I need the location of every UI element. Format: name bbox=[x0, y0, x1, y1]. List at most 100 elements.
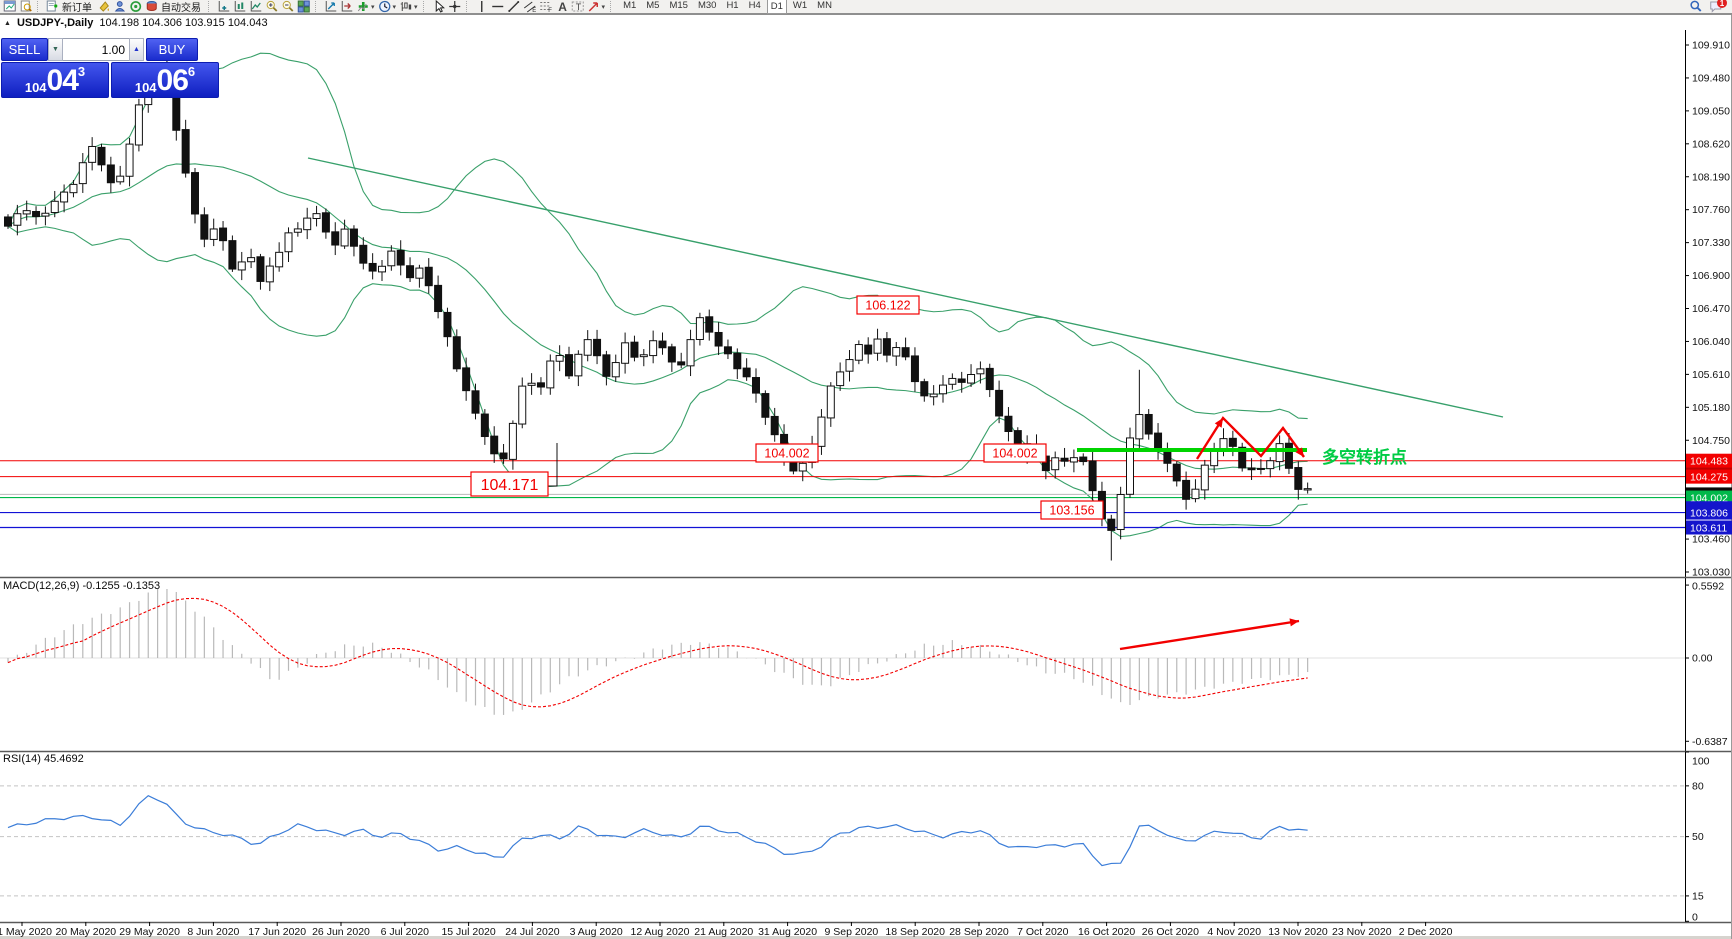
search-icon[interactable] bbox=[1688, 0, 1704, 13]
notifications-icon[interactable]: 1 bbox=[1708, 0, 1727, 13]
svg-text:109.910: 109.910 bbox=[1692, 40, 1730, 52]
dropdown-arrow-icon[interactable]: ▾ bbox=[371, 3, 375, 11]
horizontal-line-tool-icon[interactable] bbox=[490, 0, 506, 13]
price-axis: 109.910 109.480 109.050 108.620 108.190 107.7… bbox=[1685, 40, 1730, 579]
annotation-box[interactable]: 106.122 bbox=[856, 295, 920, 315]
data-window-icon[interactable] bbox=[112, 0, 128, 13]
text-tool-icon[interactable]: A bbox=[554, 0, 570, 13]
vertical-line-tool-icon[interactable] bbox=[474, 0, 490, 13]
chart-candle-mode-icon[interactable] bbox=[232, 0, 248, 13]
svg-text:103.611: 103.611 bbox=[1690, 522, 1727, 534]
svg-text:-0.6387: -0.6387 bbox=[1692, 736, 1728, 748]
bid-price[interactable]: 104 04 3 bbox=[1, 62, 109, 98]
macd-axis: 0.5592 0.00 -0.6387 bbox=[1685, 581, 1728, 748]
chart-line-mode-icon[interactable] bbox=[248, 0, 264, 13]
timeframe-button-m15[interactable]: M15 bbox=[669, 0, 688, 11]
volume-increase-button[interactable]: ▲ bbox=[129, 38, 144, 61]
dropdown-arrow-icon[interactable]: ▾ bbox=[414, 3, 418, 11]
sell-button[interactable]: SELL bbox=[1, 38, 48, 61]
chart-bar-mode-icon[interactable] bbox=[216, 0, 232, 13]
volume-decrease-button[interactable]: ▼ bbox=[48, 38, 63, 61]
timeframe-button-h4[interactable]: H4 bbox=[748, 0, 761, 11]
ask-pip: 6 bbox=[187, 64, 196, 79]
new-order-label[interactable]: 新订单 bbox=[62, 3, 92, 14]
toolbar-separator bbox=[610, 1, 615, 12]
toolbar-separator bbox=[422, 1, 428, 12]
symbol-ohlc: 104.198 104.306 103.915 104.043 bbox=[99, 17, 268, 29]
svg-text:80: 80 bbox=[1692, 780, 1704, 792]
tile-windows-icon[interactable] bbox=[296, 0, 312, 13]
crosshair-tool-icon[interactable] bbox=[447, 0, 463, 13]
date-label: 7 Oct 2020 bbox=[1017, 926, 1069, 938]
zoom-in-icon[interactable] bbox=[264, 0, 280, 13]
equidistant-channel-tool-icon[interactable]: E bbox=[522, 0, 538, 13]
dropdown-arrow-icon[interactable]: ▾ bbox=[601, 3, 606, 11]
rsi-axis: 100 80 50 15 0 bbox=[1685, 751, 1710, 924]
new-order-icon[interactable] bbox=[45, 0, 61, 13]
timeframe-button-h1[interactable]: H1 bbox=[726, 0, 739, 11]
svg-text:50: 50 bbox=[1692, 831, 1704, 843]
profile-icon[interactable] bbox=[18, 0, 34, 13]
zoom-out-icon[interactable] bbox=[280, 0, 296, 13]
rsi-indicator bbox=[0, 785, 1685, 897]
candlestick-series bbox=[4, 49, 1312, 561]
timeframe-button-m1[interactable]: M1 bbox=[623, 0, 637, 11]
svg-text:106.900: 106.900 bbox=[1692, 270, 1730, 282]
fibonacci-tool-icon[interactable]: F bbox=[538, 0, 554, 13]
volume-input[interactable] bbox=[63, 38, 129, 61]
auto-trading-label[interactable]: 自动交易 bbox=[161, 3, 201, 14]
timeframe-button-d1[interactable]: D1 bbox=[766, 0, 787, 14]
descending-trendline[interactable] bbox=[307, 157, 1504, 418]
date-label: 3 Aug 2020 bbox=[570, 926, 623, 938]
annotation-box[interactable]: 104.002 bbox=[755, 443, 819, 463]
timeframe-button-w1[interactable]: W1 bbox=[792, 0, 808, 11]
price-annotation-labels: 104.171 104.002 106.122 104.002 103.156 bbox=[470, 295, 1104, 520]
new-chart-icon[interactable] bbox=[2, 0, 18, 13]
market-watch-icon[interactable] bbox=[96, 0, 112, 13]
auto-scroll-icon[interactable] bbox=[323, 0, 339, 13]
add-indicator-icon[interactable] bbox=[355, 0, 371, 13]
svg-text:105.610: 105.610 bbox=[1692, 369, 1730, 381]
template-icon[interactable] bbox=[398, 0, 414, 13]
arrows-tool-icon[interactable] bbox=[586, 0, 602, 13]
chart-shift-icon[interactable] bbox=[339, 0, 355, 13]
timeframe-button-mn[interactable]: MN bbox=[817, 0, 832, 11]
date-label: 28 Sep 2020 bbox=[949, 926, 1009, 938]
svg-text:0: 0 bbox=[1692, 912, 1698, 924]
timeframe-button-m5[interactable]: M5 bbox=[646, 0, 660, 11]
auto-trading-icon[interactable] bbox=[144, 0, 160, 13]
buy-button[interactable]: BUY bbox=[146, 38, 198, 61]
bid-prefix: 104 bbox=[24, 80, 47, 95]
svg-text:107.760: 107.760 bbox=[1692, 204, 1730, 216]
svg-text:0.00: 0.00 bbox=[1692, 653, 1713, 665]
date-label: 15 Jul 2020 bbox=[441, 926, 495, 938]
navigator-icon[interactable] bbox=[128, 0, 144, 13]
trendline-tool-icon[interactable] bbox=[506, 0, 522, 13]
svg-text:108.190: 108.190 bbox=[1692, 171, 1730, 183]
annotation-box[interactable]: 104.002 bbox=[983, 443, 1047, 463]
dropdown-arrow-icon[interactable]: ▾ bbox=[392, 3, 397, 11]
timeframe-button-m30[interactable]: M30 bbox=[697, 0, 717, 11]
cursor-tool-icon[interactable] bbox=[431, 0, 447, 13]
period-icon[interactable] bbox=[377, 0, 393, 13]
ask-price[interactable]: 104 06 6 bbox=[111, 62, 219, 98]
toolbar-separator bbox=[465, 1, 471, 12]
text-label-tool-icon[interactable]: T bbox=[570, 0, 586, 13]
date-label: 9 Sep 2020 bbox=[825, 926, 879, 938]
turning-point-annotation[interactable]: 多空转折点 bbox=[1322, 447, 1407, 467]
ask-main: 06 bbox=[156, 64, 189, 97]
svg-text:104.483: 104.483 bbox=[1690, 456, 1728, 468]
annotation-box[interactable]: 103.156 bbox=[1040, 500, 1104, 520]
svg-text:104.002: 104.002 bbox=[764, 447, 809, 461]
macd-trend-arrow bbox=[1119, 619, 1300, 651]
main-toolbar: 新订单 自动交易 ▾ ▾ ▾ E F A T ▾ M1 M5 M15 M30 H1 H4 D1 W1 MN 1 bbox=[0, 0, 1732, 15]
annotation-box[interactable]: 104.171 bbox=[470, 443, 558, 497]
price-zigzag-arrows bbox=[1195, 416, 1305, 460]
svg-text:0.5592: 0.5592 bbox=[1692, 581, 1724, 593]
bid-pip: 3 bbox=[77, 64, 86, 79]
svg-text:T: T bbox=[575, 2, 581, 12]
date-label: 17 Jun 2020 bbox=[248, 926, 306, 938]
